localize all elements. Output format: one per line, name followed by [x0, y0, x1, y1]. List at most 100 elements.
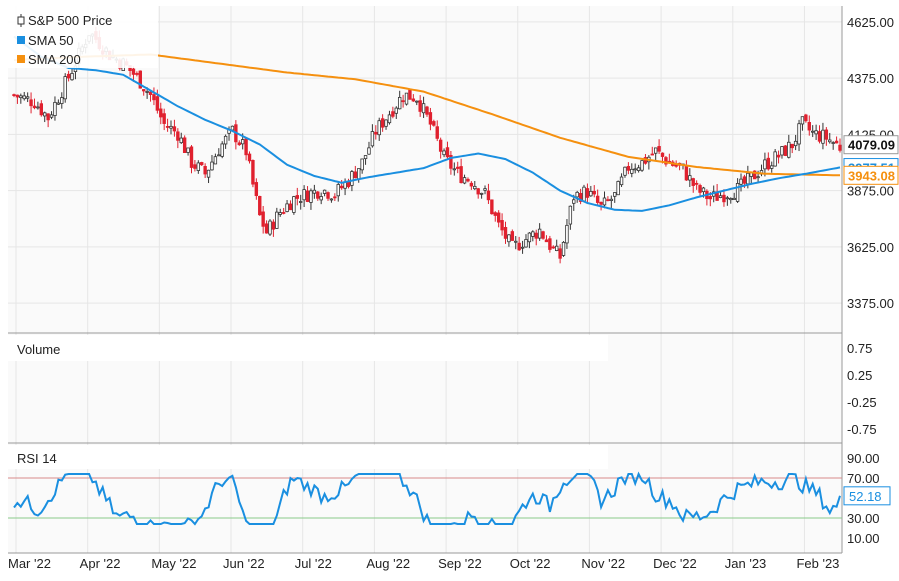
sma200-value-tag-box [843, 165, 899, 185]
legend-label-price: S&P 500 Price [28, 13, 112, 28]
candle-body [595, 195, 600, 203]
candle-body [541, 231, 545, 239]
legend-label-sma50: SMA 50 [28, 33, 74, 48]
legend-swatch-sma200 [17, 55, 25, 63]
candle-body [152, 94, 156, 101]
sma-50-line [13, 35, 841, 212]
price-axis-tick: 3375.00 [847, 296, 894, 311]
candle-body [240, 139, 245, 145]
candle-body [142, 89, 146, 92]
candle-body [25, 96, 30, 99]
candle-body [606, 199, 610, 202]
candle-body [537, 228, 542, 239]
candle-body [60, 97, 64, 104]
candle-body [456, 166, 460, 169]
candle-body [729, 198, 733, 201]
candle-body [377, 120, 381, 136]
candle-body [691, 178, 695, 186]
price-axis-tick: 3625.00 [847, 240, 894, 255]
candle-body [258, 195, 262, 216]
candle-body [415, 100, 419, 103]
x-axis-month-label: Oct '22 [510, 556, 551, 571]
candle-body [408, 89, 412, 100]
volume-axis-tick: -0.75 [847, 422, 877, 437]
candle-body [217, 154, 221, 157]
last-price-tag: 4079.09 [848, 138, 895, 153]
candle-body [401, 100, 405, 103]
candle-body [630, 168, 634, 174]
x-axis-month-label: Feb '23 [796, 556, 839, 571]
last-price-tag-box [843, 135, 899, 155]
candle-body [309, 190, 313, 203]
candle-body [32, 105, 37, 109]
candle-body [575, 191, 579, 198]
candle-body [138, 70, 142, 89]
candle-body [684, 165, 689, 181]
candle-body [613, 192, 617, 197]
candle-body [56, 102, 61, 105]
candle-body [445, 147, 450, 158]
candle-body [339, 185, 344, 189]
candle-body [230, 125, 235, 131]
candle-body [527, 232, 532, 243]
candle-body [565, 224, 569, 244]
volume-axis-tick: -0.25 [847, 395, 877, 410]
candle-body [599, 201, 603, 205]
candle-body [510, 231, 515, 241]
candle-body [329, 198, 334, 201]
candle-body [722, 194, 726, 203]
candle-body [155, 96, 160, 111]
candle-body [776, 154, 781, 158]
candle-body [254, 182, 259, 197]
candle-body [350, 171, 354, 186]
candle-body [387, 114, 392, 124]
candle-body [22, 95, 26, 100]
candle-body [203, 166, 207, 175]
candle-body [360, 158, 364, 171]
candle-body [725, 197, 730, 200]
candle-body [694, 182, 699, 185]
candle-body [145, 91, 149, 93]
candle-body [708, 196, 712, 200]
candle-body [804, 114, 808, 122]
candle-body [353, 171, 358, 179]
x-axis-month-label: Jun '22 [223, 556, 265, 571]
candle-body [131, 68, 136, 75]
candle-body [561, 241, 566, 256]
rsi-axis-tick: 30.00 [847, 511, 880, 526]
candle-body [169, 125, 173, 129]
candle-body [363, 155, 368, 160]
candle-body [653, 147, 658, 154]
candle-body [374, 131, 378, 135]
candle-body [787, 141, 791, 158]
candle-body [718, 195, 723, 198]
candle-body [831, 142, 835, 144]
candle-body [19, 95, 23, 99]
candle-body [452, 168, 457, 171]
candle-body [479, 192, 484, 195]
candle-body [196, 162, 201, 171]
candle-body [500, 220, 504, 231]
candle-body [186, 147, 190, 153]
candle-body [438, 139, 443, 152]
candle-body [756, 176, 760, 179]
volume-axis-tick: 0.75 [847, 341, 872, 356]
candle-body [271, 221, 276, 230]
candle-body [534, 232, 538, 239]
candle-body [326, 192, 330, 199]
candle-body [43, 112, 47, 117]
candle-body [213, 156, 218, 165]
x-axis-month-label: Mar '22 [8, 556, 51, 571]
candle-body [810, 130, 815, 133]
candle-body [585, 188, 590, 198]
candle-body [148, 91, 153, 95]
rsi-value-tag: 52.18 [849, 489, 882, 504]
candle-body [299, 201, 303, 203]
candle-body [783, 145, 788, 156]
candle-body [636, 167, 641, 171]
candle-body [425, 106, 429, 115]
candle-body [302, 189, 306, 201]
candle-body [172, 126, 177, 132]
rsi-axis-tick: 70.00 [847, 471, 880, 486]
candle-body [582, 186, 586, 202]
